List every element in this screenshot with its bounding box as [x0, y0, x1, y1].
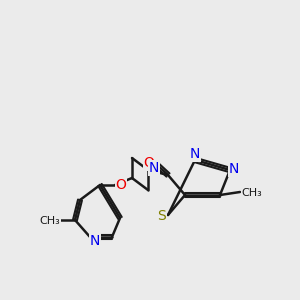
- Text: N: N: [229, 162, 239, 176]
- Text: S: S: [158, 209, 166, 223]
- Text: O: O: [116, 178, 126, 192]
- Text: O: O: [144, 156, 154, 170]
- Text: CH₃: CH₃: [40, 216, 60, 226]
- Text: N: N: [149, 161, 159, 175]
- Text: N: N: [90, 234, 100, 248]
- Text: N: N: [190, 147, 200, 161]
- Text: CH₃: CH₃: [242, 188, 262, 198]
